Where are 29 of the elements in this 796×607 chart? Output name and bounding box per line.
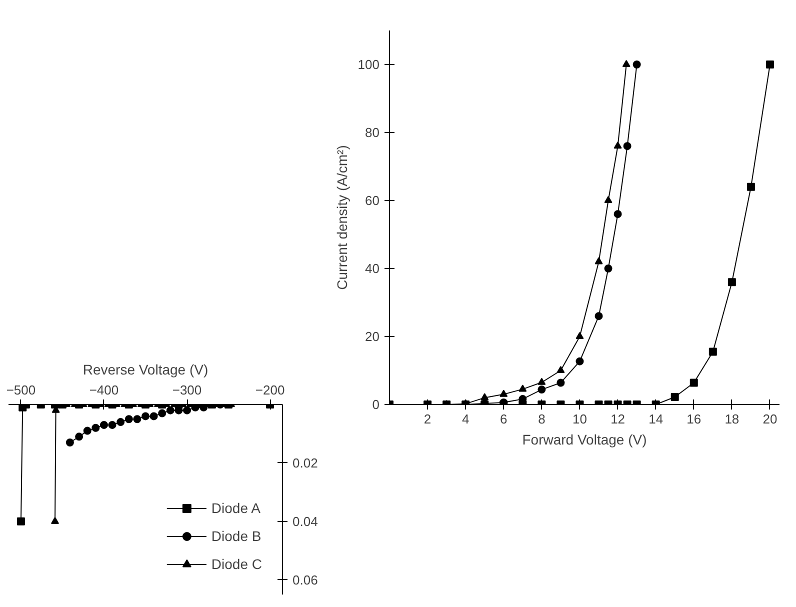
y-tick-label: 0.06	[292, 572, 318, 588]
x-tick-label: −500	[6, 382, 36, 398]
x-axis-title: Reverse Voltage (V)	[82, 362, 208, 378]
x-tick-label: 2	[424, 412, 432, 426]
y-tick-label: 0	[372, 397, 380, 412]
y-tick-label: 100	[358, 57, 380, 72]
x-tick-label: 8	[538, 412, 546, 426]
y-axis-title: Current density (A/cm²)	[334, 145, 350, 290]
y-tick-label: 40	[365, 261, 380, 276]
y-tick-label: 80	[365, 125, 380, 140]
x-tick-label: 4	[462, 412, 470, 426]
legend-label: Diode B	[211, 528, 262, 544]
y-tick-label: 60	[365, 193, 380, 208]
x-tick-label: 20	[762, 412, 778, 426]
x-axis-title: Forward Voltage (V)	[522, 432, 647, 448]
y-tick-label: 0.04	[292, 514, 318, 529]
x-tick-label: 6	[500, 412, 508, 426]
x-tick-label: 18	[724, 412, 740, 426]
y-tick-label: 0.02	[292, 455, 318, 470]
legend-label: Diode A	[211, 500, 260, 516]
x-tick-label: 10	[572, 412, 587, 426]
x-tick-label: −400	[89, 382, 119, 398]
x-tick-label: 12	[610, 412, 626, 426]
x-tick-label: 16	[686, 412, 702, 426]
x-tick-label: −200	[255, 382, 285, 398]
legend-label: Diode C	[211, 556, 262, 572]
x-tick-label: 14	[648, 412, 664, 426]
x-tick-label: −300	[172, 382, 202, 398]
y-tick-label: 20	[365, 329, 380, 344]
